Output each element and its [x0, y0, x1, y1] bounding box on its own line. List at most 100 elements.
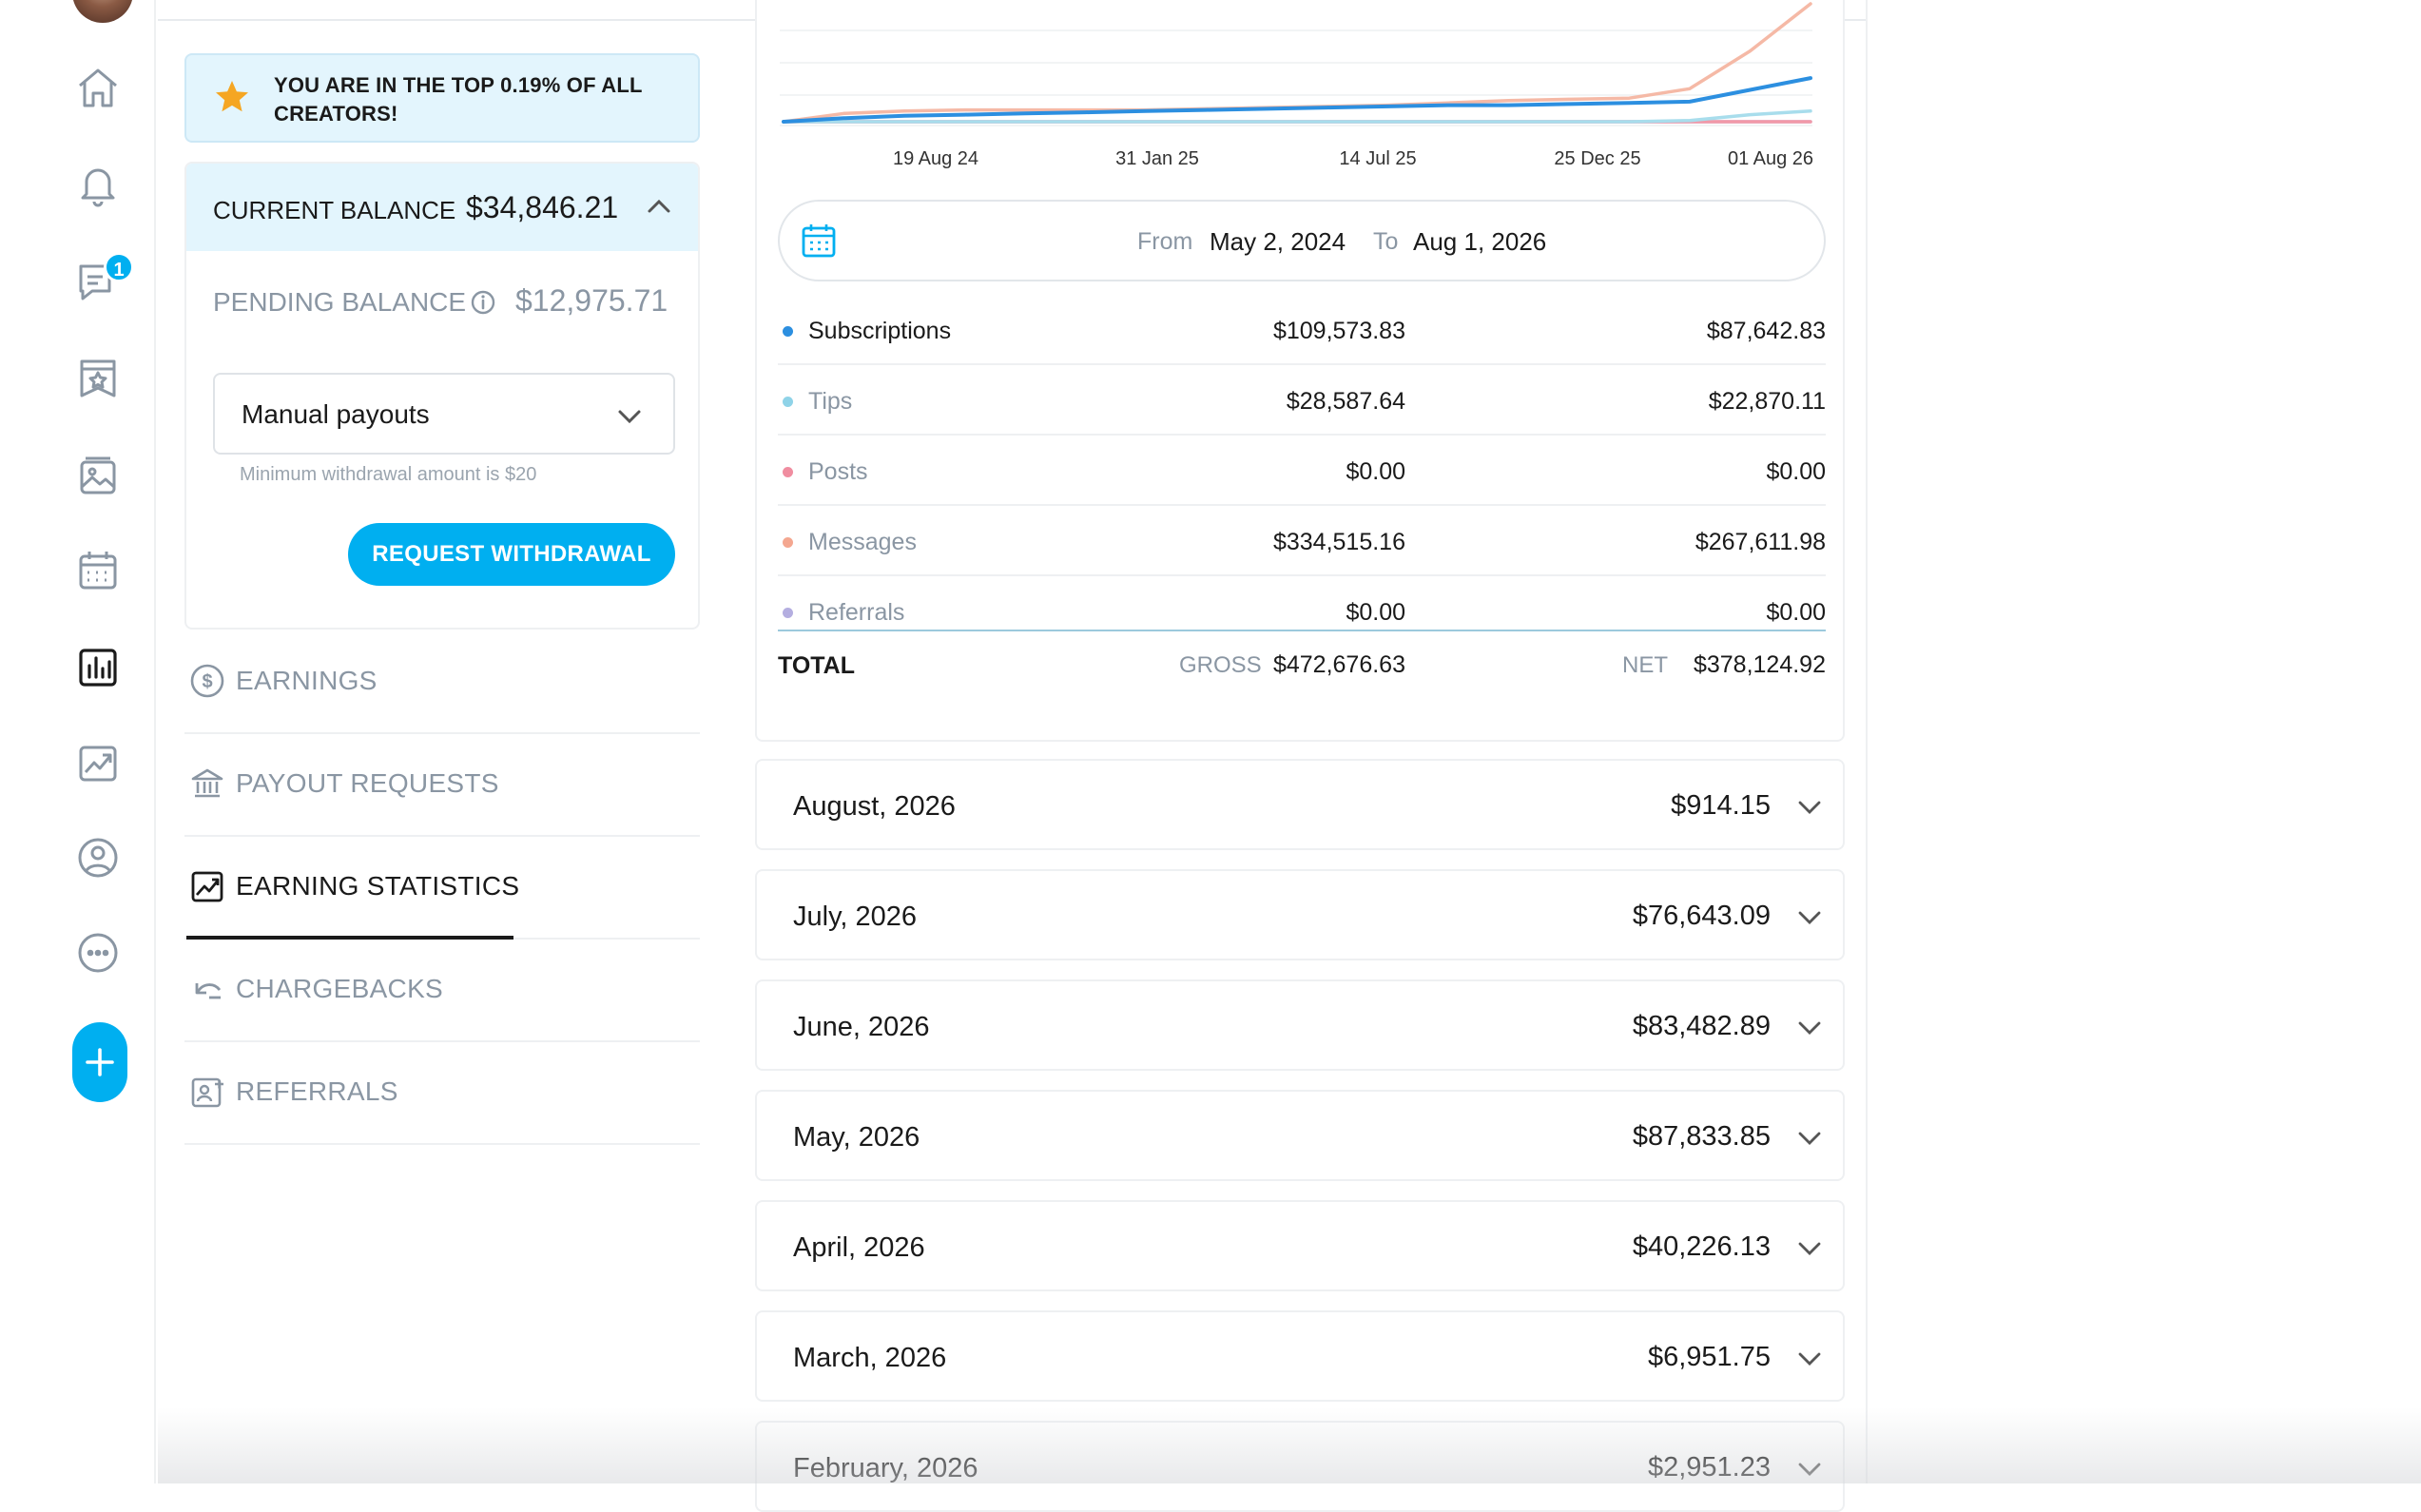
from-date[interactable]: May 2, 2024: [1210, 227, 1346, 256]
month-amount: $914.15: [1671, 790, 1771, 821]
stat-gross: $0.00: [1346, 458, 1405, 485]
stat-name: Referrals: [808, 599, 905, 626]
month-row[interactable]: March, 2026 $6,951.75: [755, 1310, 1845, 1402]
balance-card: CURRENT BALANCE $34,846.21 PENDING BALAN…: [184, 162, 700, 630]
stat-row-tips: Tips $28,587.64 $22,870.11: [778, 365, 1826, 436]
more-icon[interactable]: [73, 928, 123, 978]
month-label: April, 2026: [793, 1232, 925, 1263]
legend-dot: [783, 537, 793, 548]
stat-name: Tips: [808, 388, 853, 415]
chevron-down-icon: [1798, 801, 1821, 814]
stat-row-messages: Messages $334,515.16 $267,611.98: [778, 506, 1826, 576]
nav-referrals-label: REFERRALS: [236, 1076, 398, 1106]
to-date[interactable]: Aug 1, 2026: [1413, 227, 1547, 256]
pending-balance-label: PENDING BALANCE: [213, 287, 467, 317]
home-icon[interactable]: [73, 63, 123, 112]
nav-earnings[interactable]: $ EARNINGS: [184, 631, 700, 734]
statistics-icon[interactable]: [73, 643, 123, 692]
month-amount: $40,226.13: [1632, 1231, 1771, 1262]
stat-net: $267,611.98: [1695, 529, 1826, 555]
net-label: NET: [1622, 652, 1668, 678]
nav-referrals[interactable]: REFERRALS: [184, 1042, 700, 1145]
referral-card-icon: [191, 1077, 223, 1108]
legend-dot: [783, 467, 793, 477]
top-creator-banner: YOU ARE IN THE TOP 0.19% OF ALL CREATORS…: [184, 53, 700, 143]
chevron-down-icon: [618, 410, 641, 424]
month-row[interactable]: August, 2026 $914.15: [755, 759, 1845, 850]
series-line-subscriptions: [782, 76, 1812, 124]
series-line-tips: [782, 109, 1812, 124]
month-row[interactable]: May, 2026 $87,833.85: [755, 1090, 1845, 1181]
stat-gross: $28,587.64: [1286, 388, 1405, 415]
avatar[interactable]: [72, 0, 133, 23]
x-tick-label: 14 Jul 25: [1339, 148, 1417, 169]
stat-row-subscriptions: Subscriptions $109,573.83 $87,642.83: [778, 295, 1826, 365]
month-row[interactable]: April, 2026 $40,226.13: [755, 1200, 1845, 1291]
stat-row-referrals: Referrals $0.00 $0.00: [778, 576, 1826, 647]
nav-chargebacks[interactable]: CHARGEBACKS: [184, 940, 700, 1042]
analytics-icon[interactable]: [73, 738, 123, 787]
svg-text:$: $: [202, 671, 212, 692]
month-row[interactable]: June, 2026 $83,482.89: [755, 979, 1845, 1071]
stat-row-posts: Posts $0.00 $0.00: [778, 436, 1826, 506]
request-withdrawal-button[interactable]: REQUEST WITHDRAWAL: [348, 523, 675, 586]
chevron-down-icon: [1798, 1352, 1821, 1366]
stat-gross: $334,515.16: [1272, 529, 1405, 555]
pending-balance-value: $12,975.71: [515, 283, 668, 318]
profile-icon[interactable]: [73, 833, 123, 882]
month-row[interactable]: July, 2026 $76,643.09: [755, 869, 1845, 960]
from-label: From: [1137, 228, 1193, 255]
payout-method-select[interactable]: Manual payouts: [213, 373, 675, 455]
month-label: March, 2026: [793, 1343, 947, 1373]
total-divider: [778, 630, 1826, 631]
active-tab-indicator: [186, 936, 513, 940]
new-post-button[interactable]: [72, 1022, 127, 1102]
stat-net: $22,870.11: [1708, 388, 1826, 415]
vault-icon[interactable]: [73, 451, 123, 500]
chart-trend-icon: [191, 871, 223, 902]
nav-earning-statistics[interactable]: EARNING STATISTICS: [184, 837, 700, 940]
chart-gridlines: [780, 29, 1812, 126]
chevron-down-icon: [1798, 1132, 1821, 1145]
nav-payout-requests[interactable]: PAYOUT REQUESTS: [184, 734, 700, 837]
total-label: TOTAL: [778, 652, 856, 679]
month-label: February, 2026: [793, 1453, 978, 1483]
month-label: August, 2026: [793, 791, 956, 822]
messages-badge: 1: [104, 252, 134, 282]
stat-name: Messages: [808, 529, 917, 555]
calendar-icon[interactable]: [73, 546, 123, 595]
month-row[interactable]: February, 2026 $2,951.23: [755, 1421, 1845, 1512]
collections-icon[interactable]: [73, 354, 123, 403]
gross-total: $472,676.63: [1272, 651, 1405, 678]
month-amount: $76,643.09: [1632, 901, 1771, 931]
info-icon[interactable]: [470, 289, 496, 316]
legend-dot: [783, 326, 793, 337]
stat-net: $0.00: [1766, 458, 1826, 485]
calendar-icon: [802, 224, 836, 258]
earning-statistics-card: 19 Aug 24 31 Jan 25 14 Jul 25 25 Dec 25 …: [755, 0, 1845, 742]
earnings-chart[interactable]: [776, 2, 1831, 145]
chevron-down-icon: [1798, 911, 1821, 924]
chart-series-group: [782, 2, 1812, 124]
content-right-border: [1866, 0, 1868, 1483]
payout-method-value: Manual payouts: [242, 399, 430, 429]
current-balance-header[interactable]: CURRENT BALANCE $34,846.21: [186, 164, 698, 251]
chevron-up-icon[interactable]: [645, 192, 673, 221]
month-label: May, 2026: [793, 1122, 920, 1153]
bell-icon[interactable]: [73, 160, 123, 209]
nav-chargebacks-label: CHARGEBACKS: [236, 974, 444, 1003]
legend-dot: [783, 397, 793, 407]
current-balance-label: CURRENT BALANCE: [213, 196, 456, 224]
to-label: To: [1373, 228, 1399, 255]
stat-gross: $109,573.83: [1272, 318, 1405, 344]
month-amount: $2,951.23: [1647, 1452, 1771, 1483]
month-label: July, 2026: [793, 901, 918, 932]
stat-net: $87,642.83: [1706, 318, 1826, 344]
dollar-circle-icon: $: [190, 664, 224, 698]
x-tick-label: 19 Aug 24: [892, 148, 979, 169]
gross-label: GROSS: [1179, 652, 1262, 678]
date-range-picker[interactable]: From May 2, 2024 To Aug 1, 2026: [778, 200, 1826, 281]
icon-rail: 1: [0, 0, 156, 1483]
stat-name: Posts: [808, 458, 868, 485]
chevron-down-icon: [1798, 1242, 1821, 1255]
